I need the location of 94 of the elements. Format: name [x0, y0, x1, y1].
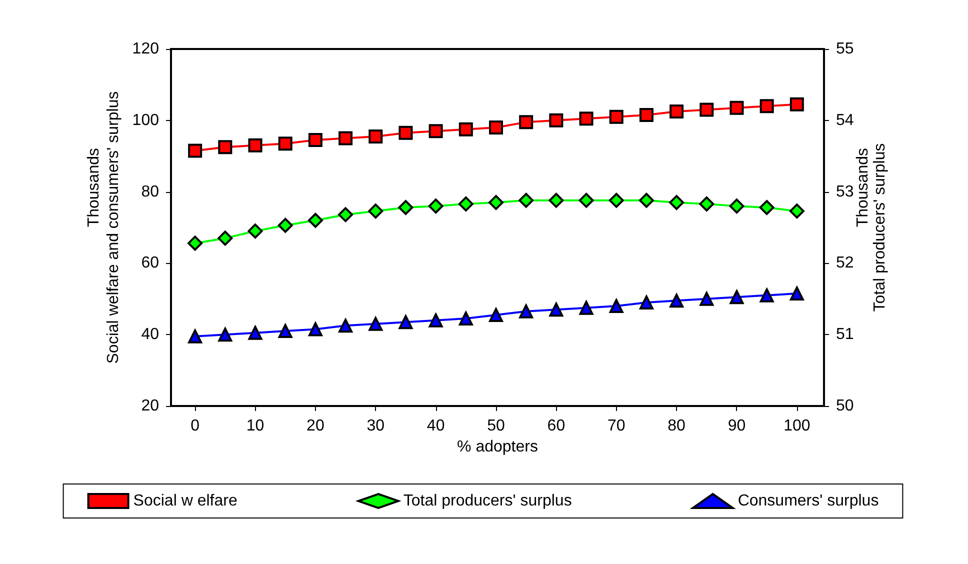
y2-tick-label: 53: [836, 183, 854, 200]
point: [670, 104, 684, 118]
point: [760, 288, 774, 302]
point: [639, 108, 654, 122]
point: [790, 97, 804, 112]
point: [609, 110, 624, 124]
text: Thousands: [854, 148, 872, 228]
point: [188, 329, 202, 344]
legend-label: Consumers' surplus: [738, 492, 879, 510]
point: [278, 324, 292, 338]
x-tick-label: 80: [668, 418, 686, 434]
point: [488, 120, 503, 135]
point: [278, 136, 292, 151]
point: [188, 236, 203, 251]
point: [790, 286, 804, 301]
point: [548, 192, 564, 208]
point: [519, 115, 534, 130]
y-tick-label: 80: [141, 183, 160, 200]
point: [579, 300, 594, 315]
x-tick-label: 90: [728, 418, 746, 434]
y2-tick-label: 52: [836, 254, 854, 272]
legend-label: Total producers' surplus: [403, 492, 572, 510]
x-tick-label: 0: [190, 418, 200, 434]
point: [278, 218, 293, 233]
point: [398, 200, 414, 216]
point: [398, 126, 413, 140]
point: [608, 192, 624, 208]
point: [518, 192, 534, 208]
y2-tick-label: 55: [836, 40, 854, 58]
point: [669, 195, 684, 210]
y-tick-label: 100: [132, 112, 160, 129]
point: [700, 292, 714, 306]
y-tick-label: 40: [141, 326, 160, 344]
point: [789, 204, 804, 219]
point: [248, 326, 262, 340]
y2-axis-title: Total producers' surplus: [872, 143, 888, 312]
point: [308, 133, 322, 148]
point: [458, 196, 474, 212]
x-axis-title: % adopters: [457, 438, 538, 456]
point: [428, 198, 444, 214]
point: [308, 322, 322, 336]
point: [638, 192, 654, 208]
point: [188, 144, 202, 158]
point: [458, 312, 473, 326]
point: [730, 290, 744, 304]
y2-tick-label: 54: [836, 112, 854, 129]
point: [368, 129, 383, 144]
y-tick-label: 20: [141, 398, 160, 414]
x-tick-label: 60: [547, 418, 566, 434]
point: [248, 138, 262, 152]
point: [639, 295, 654, 310]
x-tick-label: 40: [426, 418, 445, 434]
point: [458, 122, 473, 136]
point: [699, 196, 714, 212]
point: [759, 200, 774, 216]
point: [368, 204, 384, 219]
point: [519, 304, 534, 318]
point: [248, 224, 263, 239]
point: [338, 207, 354, 222]
point: [609, 299, 624, 314]
point: [218, 230, 233, 246]
x-tick-label: 10: [246, 418, 264, 434]
x-tick-label: 50: [487, 418, 505, 434]
x-tick-label: 100: [784, 418, 810, 434]
y-tick-label: 120: [132, 40, 160, 58]
point: [218, 140, 232, 154]
point: [308, 212, 323, 228]
point: [700, 102, 714, 117]
y-axis-title: Social welfare and consumers' surplus: [104, 91, 122, 364]
x-tick-label: 70: [607, 418, 626, 434]
point: [218, 328, 232, 342]
point: [488, 308, 503, 322]
point: [729, 198, 744, 214]
point: [578, 192, 594, 208]
point: [730, 100, 744, 115]
point: [428, 313, 443, 328]
point: [368, 316, 383, 331]
y2-tick-label: 50: [836, 398, 854, 414]
point: [549, 113, 564, 128]
point: [488, 195, 504, 210]
point: [398, 315, 413, 330]
text: Thousands: [86, 148, 102, 228]
point: [338, 131, 353, 146]
y-tick-label: 60: [141, 254, 160, 272]
point: [428, 124, 443, 138]
point: [760, 99, 774, 114]
y2-tick-label: 51: [836, 326, 854, 344]
point: [670, 294, 684, 308]
point: [549, 302, 564, 317]
legend-label: Social w elfare: [133, 492, 238, 510]
x-tick-label: 20: [306, 418, 324, 434]
point: [579, 112, 594, 126]
point: [338, 318, 353, 333]
x-tick-label: 30: [366, 418, 385, 434]
